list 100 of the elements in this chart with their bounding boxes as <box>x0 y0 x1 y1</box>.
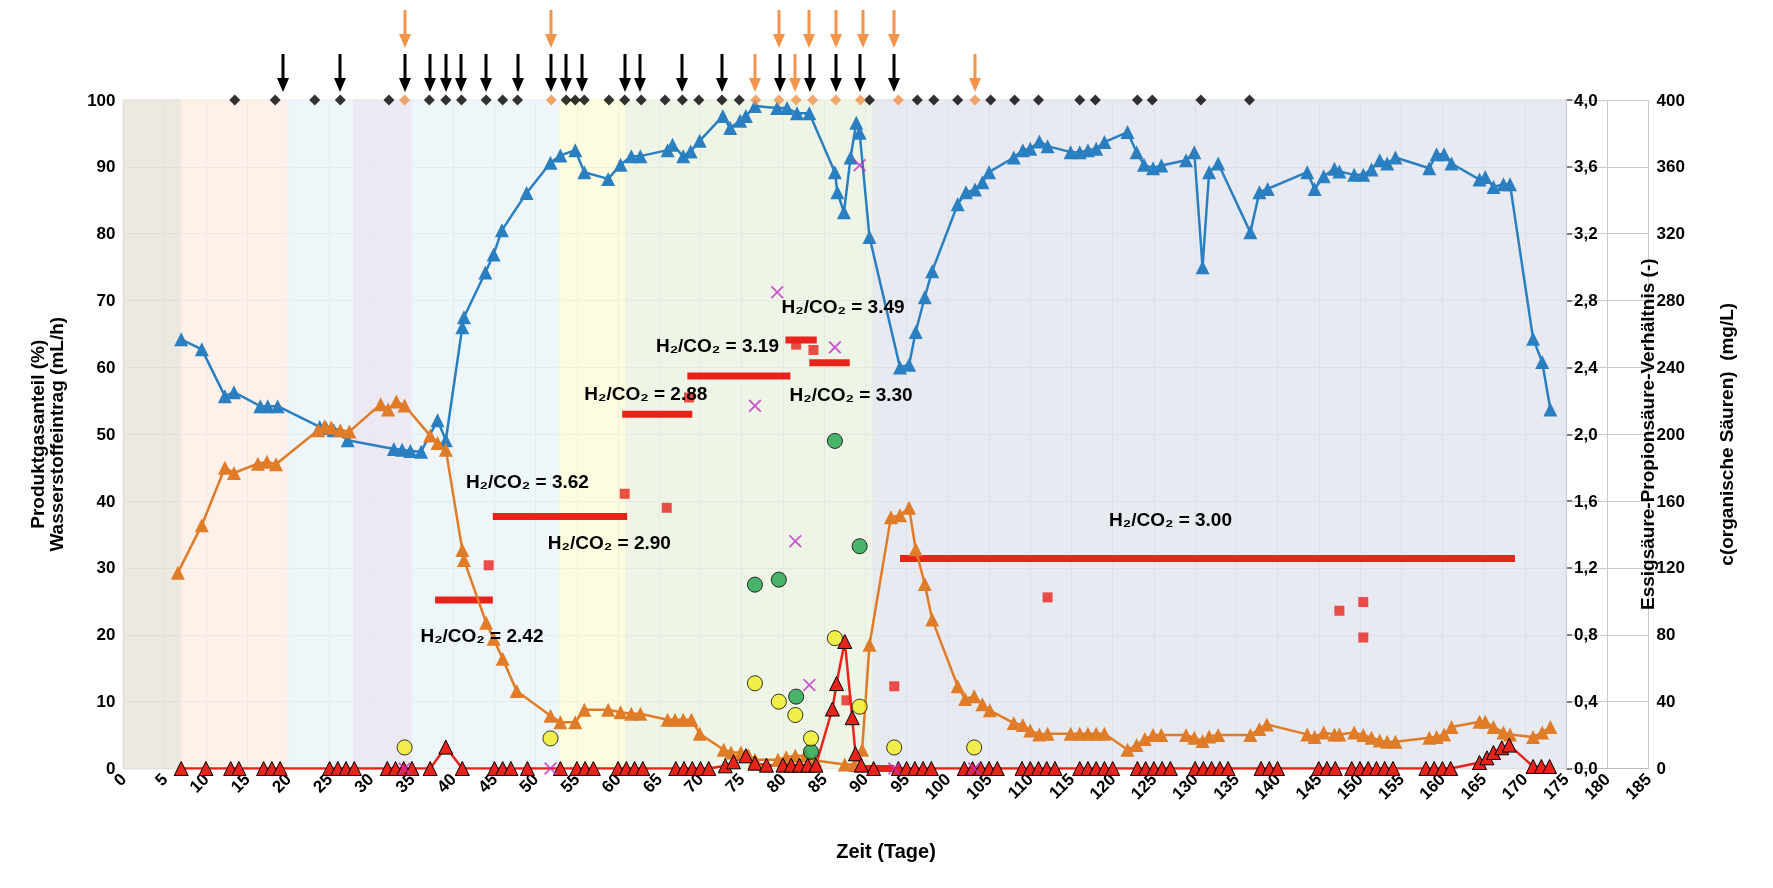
point <box>826 432 843 449</box>
point <box>544 762 557 775</box>
point <box>1146 94 1158 106</box>
point <box>985 94 997 106</box>
y2-tick-label: 3,6 <box>1574 157 1598 177</box>
y-tick-label: 50 <box>96 424 116 444</box>
point <box>1358 597 1369 608</box>
point <box>788 534 802 548</box>
y-tick-label: 10 <box>96 692 116 712</box>
y2-tick-label: 1,6 <box>1574 491 1598 511</box>
point <box>803 743 819 760</box>
x-tick-label: 25 <box>309 769 337 797</box>
x-tick-label: 65 <box>639 769 667 797</box>
point <box>826 630 843 647</box>
point <box>229 94 241 106</box>
y3-tick-label: 400 <box>1656 90 1685 110</box>
point <box>1009 94 1021 106</box>
point <box>440 94 452 106</box>
x-tick-label: 175 <box>1539 769 1573 804</box>
point <box>1244 94 1256 106</box>
y2-tick-label: 0,8 <box>1574 625 1598 645</box>
annotation: H₂/CO₂ = 3.62 <box>465 470 589 492</box>
point <box>1334 605 1345 616</box>
point <box>911 94 923 106</box>
point <box>480 94 492 106</box>
x-tick-label: 100 <box>921 769 955 804</box>
annotation: H₂/CO₂ = 3.30 <box>789 384 913 406</box>
y3-tick-label: 360 <box>1656 157 1685 177</box>
y3-tick-label: 280 <box>1656 291 1685 311</box>
x-tick-label: 90 <box>845 769 873 797</box>
point <box>807 94 819 106</box>
point <box>497 94 509 106</box>
y-tick-label: 100 <box>87 90 116 110</box>
point <box>1195 94 1207 106</box>
point <box>746 576 763 593</box>
point <box>560 94 572 106</box>
x-tick-label: 80 <box>762 769 790 797</box>
point <box>841 695 852 706</box>
point <box>1131 94 1143 106</box>
point <box>1042 592 1053 603</box>
point <box>619 94 631 106</box>
y3-tick-label: 80 <box>1656 625 1676 645</box>
y-tick-label: 40 <box>96 491 116 511</box>
point <box>483 560 494 571</box>
y-tick-label: 80 <box>96 224 116 244</box>
y3-tick-label: 200 <box>1656 424 1685 444</box>
y-tick-label: 20 <box>96 625 116 645</box>
point <box>851 698 868 715</box>
x-tick-label: 170 <box>1498 769 1532 804</box>
y2-tick-label: 0,4 <box>1574 692 1599 712</box>
point <box>803 730 819 747</box>
point <box>802 678 816 692</box>
x-tick-label: 125 <box>1127 769 1161 804</box>
point <box>808 345 819 356</box>
point <box>1089 94 1101 106</box>
y3-tick-label: 160 <box>1656 491 1685 511</box>
point <box>603 94 615 106</box>
point <box>773 94 785 106</box>
point <box>635 94 647 106</box>
x-tick-label: 45 <box>474 769 502 797</box>
point <box>676 94 688 106</box>
x-tick-label: 105 <box>962 769 996 804</box>
point <box>853 158 867 172</box>
point <box>334 94 346 106</box>
x-tick-label: 115 <box>1045 769 1079 803</box>
x-tick-label: 55 <box>556 769 584 797</box>
point <box>455 94 467 106</box>
point <box>969 94 981 106</box>
y-tick-label: 60 <box>96 357 116 377</box>
point <box>733 94 745 106</box>
point <box>928 94 940 106</box>
y2-tick-label: 2,8 <box>1574 291 1598 311</box>
y3-tick-label: 240 <box>1656 357 1685 377</box>
y2-axis-title: Essigsäure-Propionsäure-Verhältnis (-) <box>1637 258 1659 611</box>
x-tick-label: 185 <box>1621 769 1656 804</box>
point <box>854 94 866 106</box>
x-tick-label: 95 <box>886 769 914 797</box>
point <box>309 94 321 106</box>
x-axis-title: Zeit (Tage) <box>836 839 936 862</box>
point <box>851 538 868 555</box>
point <box>269 94 281 106</box>
point <box>788 688 805 705</box>
point <box>693 94 705 106</box>
point <box>396 739 413 756</box>
x-tick-label: 145 <box>1292 769 1326 804</box>
point <box>661 502 672 513</box>
point <box>1033 94 1044 106</box>
y2-tick-label: 2,0 <box>1574 424 1598 444</box>
y2-tick-label: 1,2 <box>1574 558 1598 578</box>
point <box>770 571 787 588</box>
y3-tick-label: 320 <box>1656 224 1685 244</box>
point <box>1074 94 1086 106</box>
point <box>892 94 904 106</box>
point <box>569 94 581 106</box>
annotation: H₂/CO₂ = 2.88 <box>584 382 708 404</box>
point <box>578 94 590 106</box>
x-tick-label: 75 <box>721 769 749 797</box>
point <box>886 739 903 756</box>
x-tick-label: 165 <box>1456 769 1491 804</box>
y3-tick-label: 120 <box>1656 558 1685 578</box>
